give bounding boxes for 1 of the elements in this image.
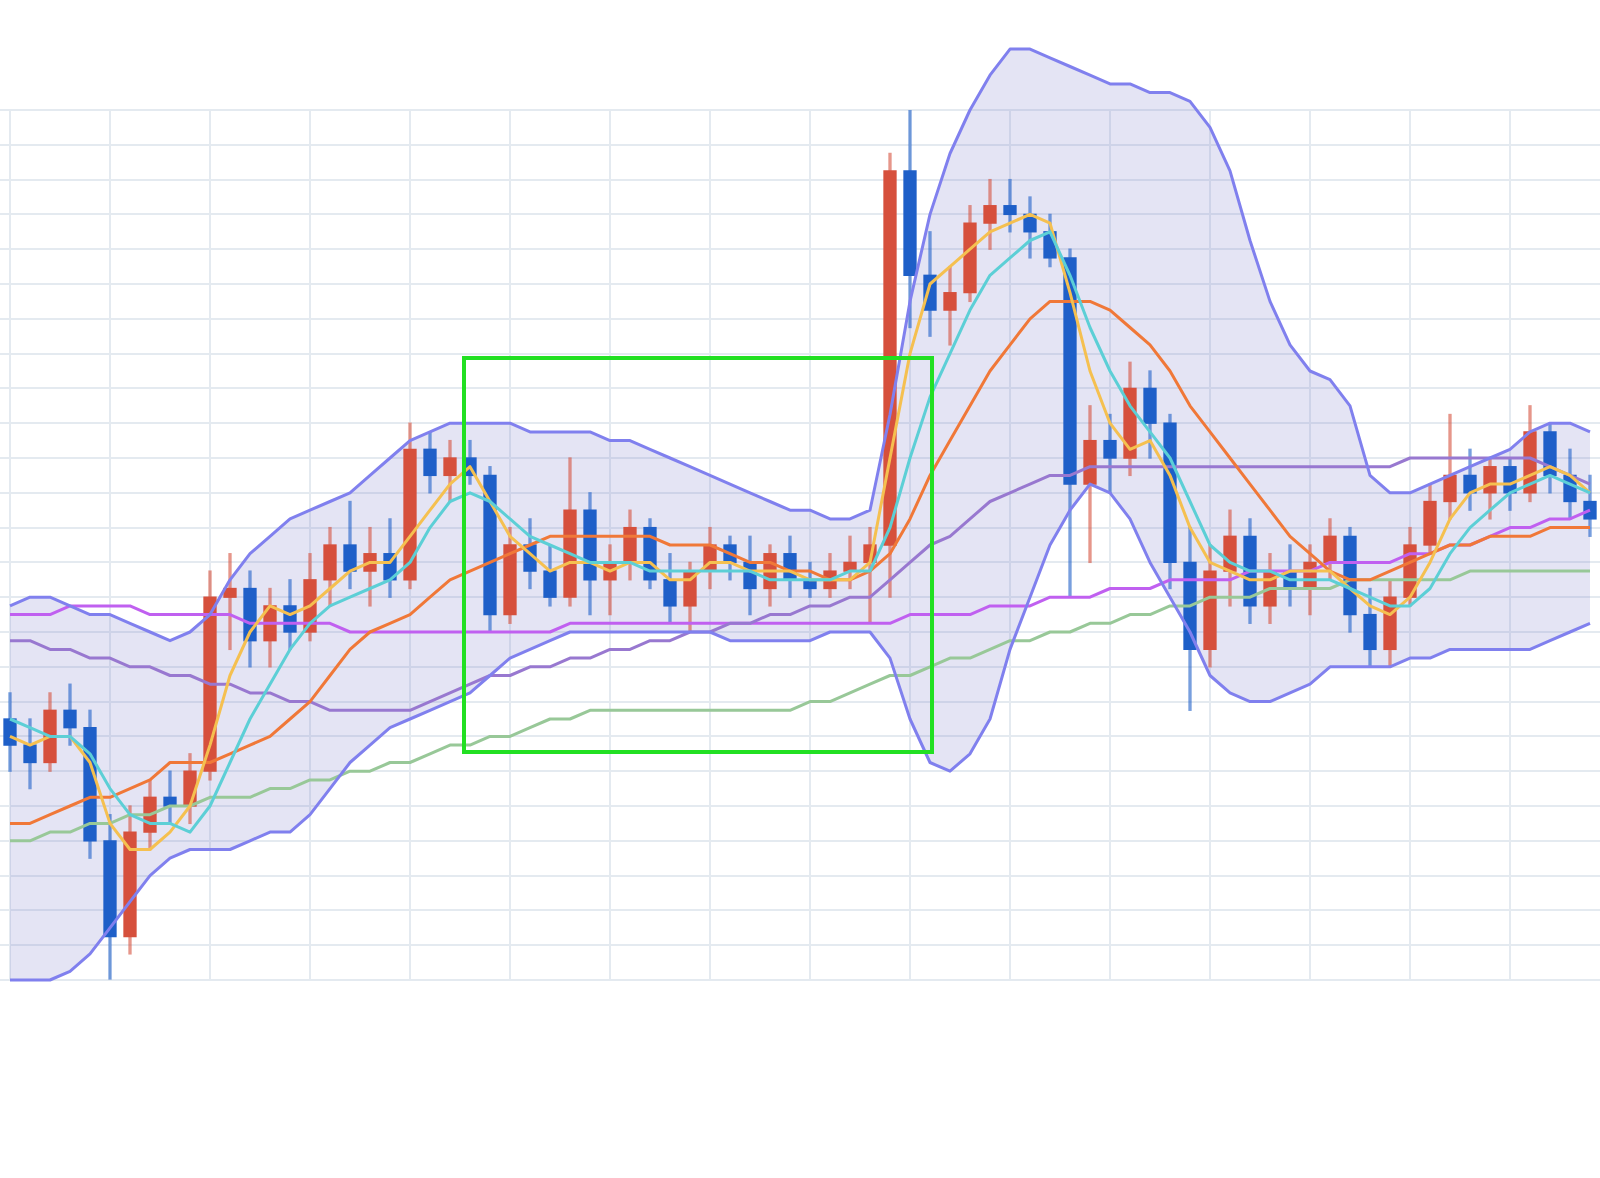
candlestick xyxy=(223,553,237,651)
